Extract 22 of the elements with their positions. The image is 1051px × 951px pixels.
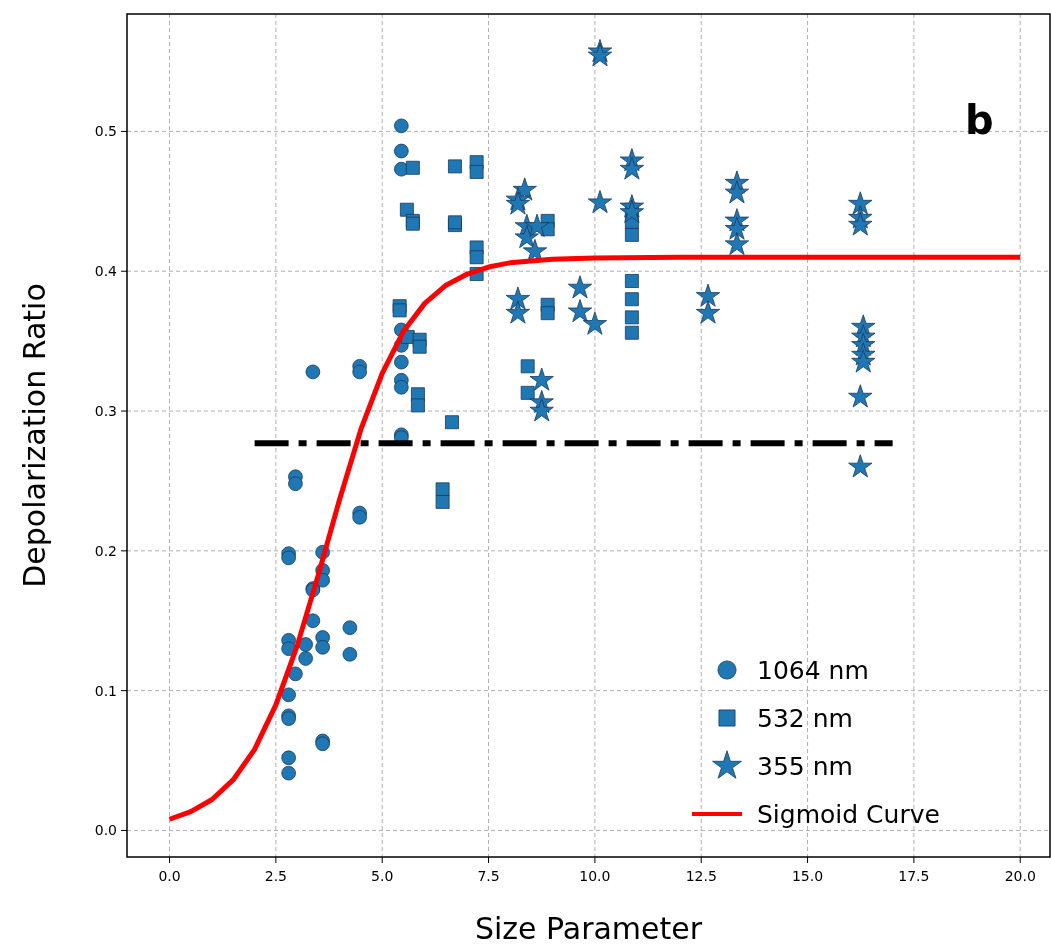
x-tick-label: 10.0 <box>579 868 611 884</box>
y-tick-label: 0.2 <box>94 542 117 559</box>
x-tick-label: 15.0 <box>791 868 824 884</box>
legend-label: 355 nm <box>757 751 853 781</box>
y-tick-label: 0.4 <box>94 263 118 280</box>
y-axis-title: Depolarization Ratio <box>17 283 52 588</box>
x-tick-label: 20.0 <box>1004 868 1036 884</box>
x-tick-label: 17.5 <box>898 868 930 884</box>
legend-label: 1064 nm <box>757 655 869 685</box>
legend-label: Sigmoid Curve <box>757 799 940 829</box>
y-tick-label: 0.3 <box>94 402 117 419</box>
legend-label: 532 nm <box>757 703 853 733</box>
x-tick-label: 12.5 <box>685 868 717 884</box>
y-tick-label: 0.0 <box>94 822 117 839</box>
x-tick-label: 2.5 <box>264 868 287 884</box>
x-tick-label: 7.5 <box>477 868 500 884</box>
annotation: b <box>965 97 994 143</box>
x-axis-title: Size Parameter <box>474 911 703 946</box>
y-tick-label: 0.5 <box>94 123 117 140</box>
y-tick-label: 0.1 <box>94 682 117 699</box>
x-tick-label: 5.0 <box>371 868 394 884</box>
x-tick-label: 0.0 <box>158 868 181 884</box>
